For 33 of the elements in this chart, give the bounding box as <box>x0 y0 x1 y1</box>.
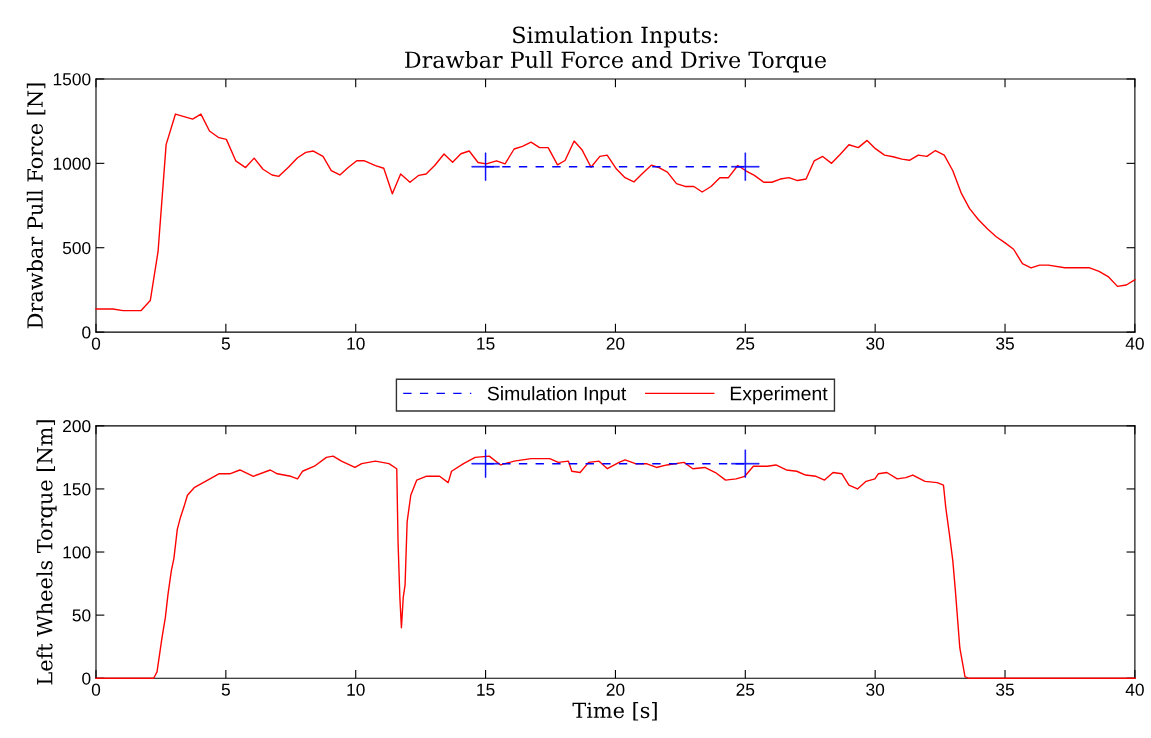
x-axis-title: Time [s] <box>572 702 657 721</box>
y-tick-label: 1000 <box>53 157 91 170</box>
x-tick-label: 5 <box>221 683 230 696</box>
x-tick-label: 35 <box>996 683 1014 696</box>
y-tick-label: 500 <box>62 241 91 255</box>
x-tick-label: 25 <box>736 683 755 696</box>
x-tick-label: 35 <box>996 337 1014 350</box>
legend-label: Simulation Input <box>487 386 627 405</box>
legend-label: Experiment <box>730 386 828 405</box>
y-tick-label: 150 <box>63 483 91 496</box>
y-axis-title: Left Wheels Torque [Nm] <box>36 420 57 685</box>
x-tick-label: 30 <box>866 337 885 350</box>
x-tick-label: 40 <box>1125 337 1144 350</box>
x-tick-label: 10 <box>347 337 365 350</box>
x-tick-label: 15 <box>477 337 495 350</box>
y-axis-title: Drawbar Pull Force [N] <box>26 83 46 329</box>
y-tick-label: 200 <box>63 419 91 433</box>
x-tick-label: 30 <box>866 683 885 696</box>
y-tick-label: 0 <box>82 326 91 339</box>
x-tick-label: 25 <box>736 337 755 350</box>
y-tick-label: 100 <box>63 546 91 559</box>
x-tick-label: 0 <box>91 337 101 350</box>
x-tick-label: 5 <box>221 337 230 350</box>
x-tick-label: 20 <box>606 683 625 696</box>
x-tick-label: 0 <box>91 683 101 696</box>
x-tick-label: 20 <box>606 337 625 350</box>
y-tick-label: 1500 <box>53 73 91 86</box>
x-tick-label: 40 <box>1125 683 1144 696</box>
chart-title: Simulation Inputs: Drawbar Pull Force and Drive Torque <box>405 26 826 73</box>
x-tick-label: 10 <box>347 683 365 696</box>
x-tick-label: 15 <box>477 683 495 696</box>
y-tick-label: 0 <box>82 672 91 685</box>
y-tick-label: 50 <box>72 609 91 622</box>
